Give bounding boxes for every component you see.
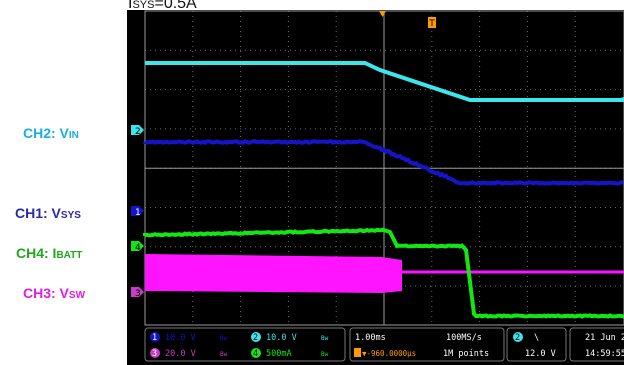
svg-text:4: 4 [253,349,258,359]
timebase-setting[interactable]: 1.00ms [355,333,386,343]
status-bar [127,326,624,365]
svg-text:▼-960.0000µs: ▼-960.0000µs [362,349,416,358]
svg-text:1: 1 [152,333,157,343]
svg-text:2: 2 [135,127,141,137]
svg-text:4: 4 [135,243,141,253]
svg-text:2: 2 [515,333,520,343]
svg-text:Bw: Bw [321,335,329,342]
svg-text:2: 2 [253,333,258,343]
svg-text:12.0 V: 12.0 V [525,349,556,359]
svg-text:\: \ [534,333,539,343]
svg-text:3: 3 [135,289,141,299]
trigger-position-setting[interactable]: ▼-960.0000µs [354,348,416,358]
trigger-position-marker[interactable]: T [428,17,436,29]
svg-text:Bw: Bw [220,335,228,342]
svg-text:500mA: 500mA [266,349,292,359]
svg-text:20.0 V: 20.0 V [165,349,196,359]
svg-text:3: 3 [152,349,157,359]
svg-text:Bw: Bw [220,351,228,358]
svg-text:T: T [428,19,435,29]
svg-text:1: 1 [135,208,141,218]
svg-text:1.00ms: 1.00ms [355,333,386,343]
svg-text:10.0 V: 10.0 V [165,333,196,343]
sample-rate: 100MS/s [446,333,482,343]
trigger-level-arrow: ◄ [617,92,624,105]
svg-text:Bw: Bw [321,351,329,358]
date-display: 21 Jun 20 [585,333,624,343]
ch3-waveform [145,254,402,293]
time-display: 14:59:55 [585,349,624,359]
record-length: 1M points [443,349,489,359]
svg-text:10.0 V: 10.0 V [266,333,297,343]
